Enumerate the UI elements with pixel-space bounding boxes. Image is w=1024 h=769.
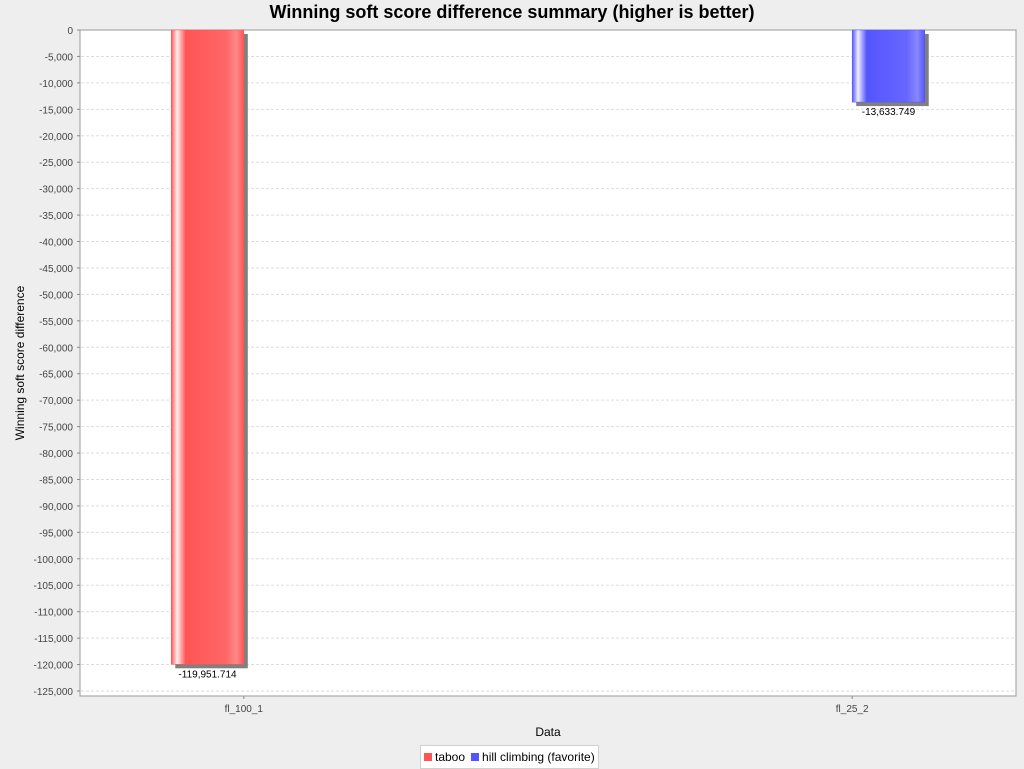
chart-title: Winning soft score difference summary (h… xyxy=(269,2,755,22)
y-tick-label: -110,000 xyxy=(34,608,73,619)
y-tick-label: -80,000 xyxy=(39,449,73,460)
bar-value-label: -119,951.714 xyxy=(178,669,237,680)
y-tick-label: -25,000 xyxy=(39,158,73,169)
x-axis-label: Data xyxy=(535,725,561,739)
y-tick-label: -85,000 xyxy=(39,475,73,486)
y-axis-label: Winning soft score difference xyxy=(13,285,27,440)
y-tick-label: -120,000 xyxy=(34,661,74,672)
legend-entry: hill climbing (favorite) xyxy=(471,750,595,764)
y-tick-label: -125,000 xyxy=(34,687,74,698)
y-tick-label: -30,000 xyxy=(39,185,73,196)
y-tick-label: -95,000 xyxy=(39,528,73,539)
y-tick-label: -50,000 xyxy=(39,290,73,301)
legend-swatch xyxy=(471,753,480,761)
y-tick-label: -105,000 xyxy=(34,581,74,592)
y-tick-label: -35,000 xyxy=(39,211,73,222)
legend-swatch xyxy=(424,753,432,761)
x-tick-label: fl_100_1 xyxy=(225,704,264,715)
legend-entry: taboo xyxy=(424,750,465,764)
y-tick-label: 0 xyxy=(67,26,73,37)
y-tick-label: -40,000 xyxy=(39,238,73,249)
y-tick-label: -55,000 xyxy=(39,317,73,328)
y-tick-label: -70,000 xyxy=(39,396,73,407)
legend-label: taboo xyxy=(435,750,466,764)
y-tick-label: -60,000 xyxy=(39,343,73,354)
bar-layer: -119,951.714 -13,633.749 xyxy=(171,29,929,680)
y-tick-layer: 0 -5,000 -10,000 -15,000 -20,000 -25,000 -30,0… xyxy=(34,26,80,698)
y-tick-label: -100,000 xyxy=(34,555,74,566)
x-tick-layer: fl_100_1 fl_25_2 xyxy=(225,696,869,715)
y-tick-label: -20,000 xyxy=(39,132,73,143)
bar xyxy=(851,29,925,103)
legend-label: hill climbing (favorite) xyxy=(482,750,595,764)
y-tick-label: -75,000 xyxy=(39,423,73,434)
bar-value-label: -13,633.749 xyxy=(862,107,916,118)
bar xyxy=(171,29,245,665)
x-tick-label: fl_25_2 xyxy=(836,704,869,715)
y-tick-label: -115,000 xyxy=(34,634,73,645)
y-tick-label: -45,000 xyxy=(39,264,73,275)
y-tick-label: -10,000 xyxy=(39,79,73,90)
y-tick-label: -15,000 xyxy=(39,105,73,116)
y-tick-label: -90,000 xyxy=(39,502,73,513)
y-tick-label: -5,000 xyxy=(45,52,74,63)
y-tick-label: -65,000 xyxy=(39,370,73,381)
legend: taboo hill climbing (favorite) xyxy=(420,745,599,769)
